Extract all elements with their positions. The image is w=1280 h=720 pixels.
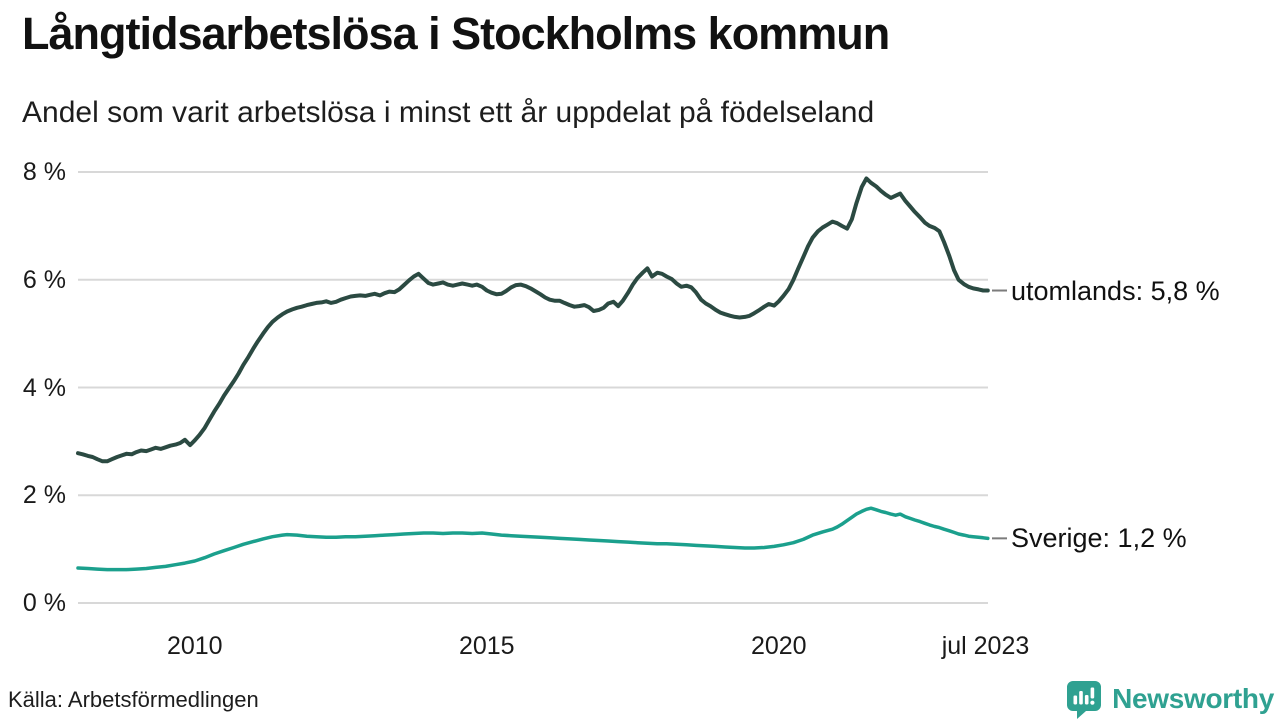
x-tick-label: jul 2023 (941, 632, 1030, 660)
x-tick-label: 2015 (458, 632, 515, 660)
y-tick-label: 8 % (22, 158, 66, 186)
source-note: Källa: Arbetsförmedlingen (8, 687, 259, 712)
page-title: Långtidsarbetslösa i Stockholms kommun (22, 8, 890, 59)
newsworthy-wordmark: Newsworthy (1112, 683, 1274, 714)
y-tick-label: 0 % (22, 589, 66, 617)
x-tick-label: 2010 (166, 632, 223, 660)
y-tick-label: 6 % (22, 265, 66, 294)
page-subtitle: Andel som varit arbetslösa i minst ett å… (22, 96, 875, 129)
series-end-label-Sverige: Sverige: 1,2 % (1011, 523, 1187, 554)
series-line-utomlands (76, 176, 990, 464)
newsworthy-logo: Newsworthy (1064, 679, 1274, 719)
y-tick-label: 2 % (22, 481, 66, 510)
newsworthy-bar-chart-pin-icon (1067, 681, 1102, 719)
x-tick-label: 2020 (750, 632, 807, 660)
series-end-label-utomlands: utomlands: 5,8 % (1011, 275, 1220, 306)
y-tick-label: 4 % (22, 373, 66, 402)
series-line-Sverige (76, 506, 990, 572)
